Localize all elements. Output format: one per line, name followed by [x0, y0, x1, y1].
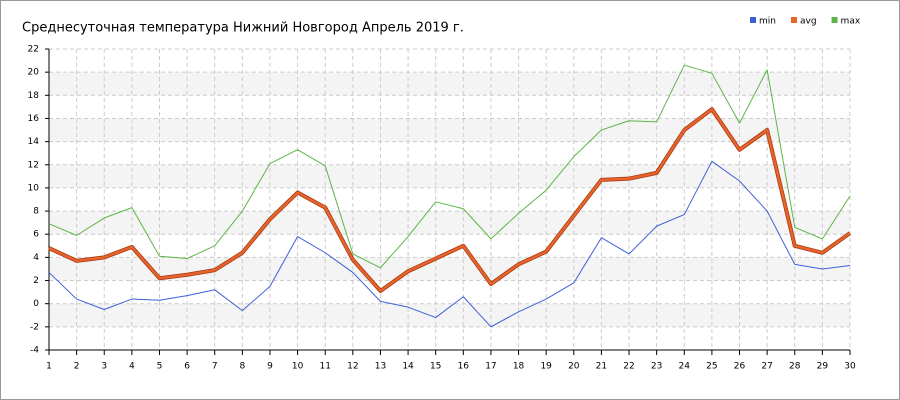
y-tick-label: 12 — [28, 160, 39, 170]
y-tick-label: 6 — [33, 230, 39, 240]
legend-label: min — [759, 17, 776, 27]
x-tick-label: 28 — [789, 362, 801, 372]
legend-swatch — [750, 17, 756, 23]
y-tick-label: 4 — [33, 253, 39, 263]
y-tick-label: 14 — [28, 137, 40, 147]
x-tick-label: 18 — [513, 362, 525, 372]
y-tick-label: -2 — [30, 322, 39, 332]
x-tick-label: 10 — [292, 362, 304, 372]
legend-swatch — [831, 17, 838, 23]
x-tick-label: 6 — [184, 362, 190, 372]
plot-band — [49, 118, 850, 142]
y-tick-label: 10 — [28, 183, 40, 193]
x-tick-label: 12 — [347, 362, 358, 372]
x-tick-label: 2 — [74, 362, 80, 372]
x-tick-label: 3 — [101, 362, 107, 372]
x-tick-label: 1 — [46, 362, 52, 372]
legend-label: avg — [800, 17, 817, 27]
y-tick-label: -4 — [30, 346, 39, 356]
series-line — [48, 64, 851, 269]
x-tick-label: 7 — [212, 362, 218, 372]
x-tick-label: 22 — [623, 362, 634, 372]
x-tick-label: 23 — [651, 362, 662, 372]
plot-band — [49, 211, 850, 235]
x-tick-label: 15 — [430, 362, 441, 372]
chart-title: Среднесуточная температура Нижний Новгор… — [22, 21, 464, 36]
legend-swatch — [790, 17, 797, 23]
x-tick-label: 24 — [679, 362, 691, 372]
y-tick-label: 20 — [28, 68, 40, 78]
y-tick-label: 0 — [33, 299, 39, 309]
x-tick-label: 27 — [761, 362, 772, 372]
x-tick-label: 17 — [485, 362, 496, 372]
x-tick-label: 20 — [568, 362, 580, 372]
x-tick-label: 21 — [596, 362, 607, 372]
series-line — [48, 160, 851, 328]
y-tick-label: 16 — [28, 114, 40, 124]
x-tick-label: 5 — [157, 362, 163, 372]
plot-band — [49, 257, 850, 281]
y-tick-label: 18 — [28, 91, 40, 101]
x-tick-label: 30 — [844, 362, 856, 372]
x-tick-label: 4 — [129, 362, 135, 372]
x-tick-label: 14 — [402, 362, 414, 372]
x-tick-label: 29 — [817, 362, 829, 372]
y-tick-label: 22 — [28, 45, 39, 55]
plot-band — [49, 303, 850, 327]
x-tick-label: 25 — [706, 362, 717, 372]
x-tick-label: 26 — [734, 362, 746, 372]
plot-band — [49, 164, 850, 188]
x-tick-label: 8 — [239, 362, 245, 372]
x-tick-label: 16 — [458, 362, 470, 372]
legend-label: max — [841, 17, 861, 27]
x-tick-label: 19 — [540, 362, 552, 372]
series-line — [48, 107, 851, 293]
x-tick-label: 11 — [319, 362, 330, 372]
x-tick-label: 13 — [375, 362, 386, 372]
plot-band — [49, 72, 850, 96]
x-tick-label: 9 — [267, 362, 273, 372]
y-tick-label: 8 — [33, 207, 39, 217]
y-tick-label: 2 — [33, 276, 39, 286]
